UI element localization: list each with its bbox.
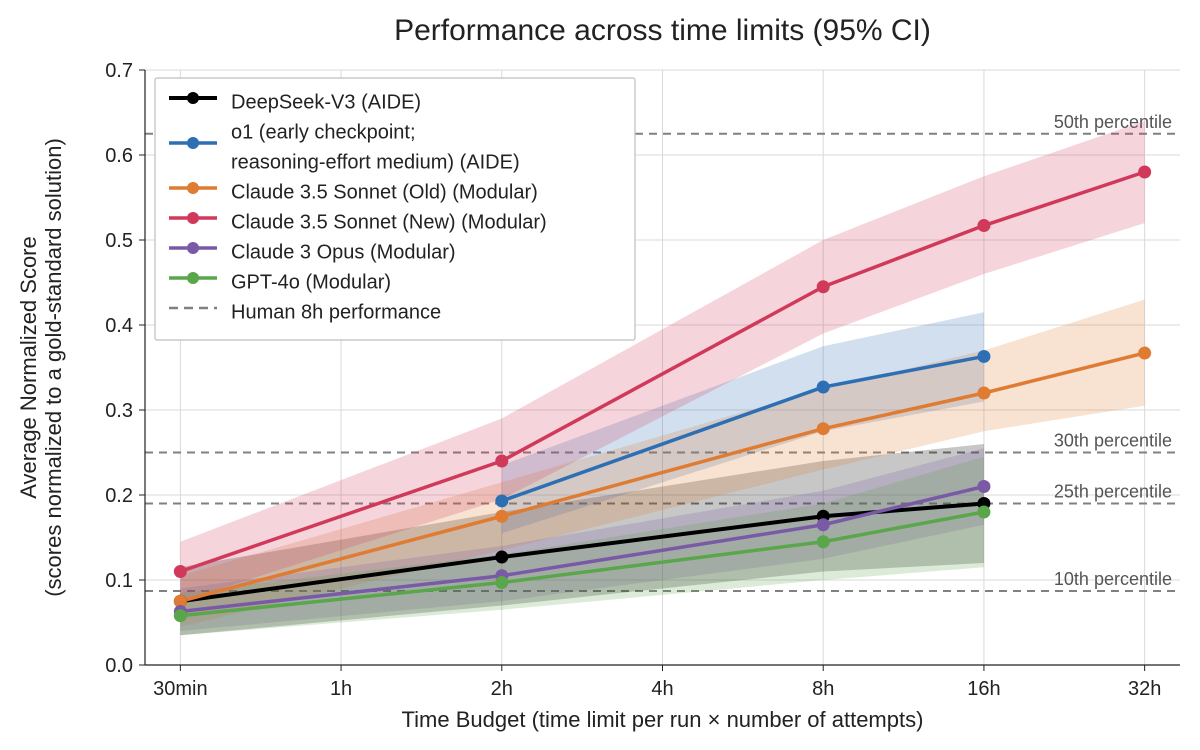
reference-label: 10th percentile <box>1054 569 1172 589</box>
series-marker <box>495 551 508 564</box>
series-marker <box>495 494 508 507</box>
y-tick-label: 0.5 <box>105 230 133 252</box>
series-marker <box>817 280 830 293</box>
x-axis-title: Time Budget (time limit per run × number… <box>402 707 924 732</box>
series-marker <box>174 609 187 622</box>
legend: DeepSeek-V3 (AIDE) o1 (early checkpoint; r… <box>155 78 635 340</box>
y-tick-label: 0.3 <box>105 400 133 422</box>
series-marker <box>977 387 990 400</box>
series-marker <box>977 350 990 363</box>
x-tick-label: 8h <box>812 678 834 700</box>
y-tick-label: 0.1 <box>105 570 133 592</box>
series-marker <box>1138 166 1151 179</box>
y-axis-title: Average Normalized Score(scores normaliz… <box>16 138 66 597</box>
series-marker <box>977 506 990 519</box>
series-marker <box>817 535 830 548</box>
legend-label: o1 (early checkpoint; <box>231 122 416 144</box>
series-marker <box>495 576 508 589</box>
y-tick-label: 0.7 <box>105 60 133 82</box>
reference-label: 50th percentile <box>1054 112 1172 132</box>
legend-label: Claude 3.5 Sonnet (Old) (Modular) <box>231 182 538 204</box>
x-tick-label: 2h <box>491 678 513 700</box>
x-tick-label: 1h <box>330 678 352 700</box>
series-marker <box>1138 347 1151 360</box>
y-tick-label: 0.2 <box>105 485 133 507</box>
y-tick-label: 0.4 <box>105 315 133 337</box>
reference-label: 25th percentile <box>1054 482 1172 502</box>
series-marker <box>977 480 990 493</box>
series-marker <box>495 510 508 523</box>
series-marker <box>977 219 990 232</box>
legend-label: DeepSeek-V3 (AIDE) <box>231 92 421 114</box>
series-marker <box>817 381 830 394</box>
x-tick-label: 4h <box>651 678 673 700</box>
reference-label: 30th percentile <box>1054 431 1172 451</box>
x-tick-label: 16h <box>967 678 1000 700</box>
x-tick-label: 30min <box>153 678 207 700</box>
y-tick-label: 0.6 <box>105 145 133 167</box>
chart-container: Performance across time limits (95% CI) 5… <box>0 0 1200 750</box>
series-marker <box>495 455 508 468</box>
x-tick-label: 32h <box>1128 678 1161 700</box>
series-marker <box>174 565 187 578</box>
chart-title: Performance across time limits (95% CI) <box>394 14 931 47</box>
y-tick-label: 0.0 <box>105 655 133 677</box>
legend-label: Human 8h performance <box>231 302 441 324</box>
chart-svg: Performance across time limits (95% CI) 5… <box>0 0 1200 750</box>
legend-label: Claude 3 Opus (Modular) <box>231 242 456 264</box>
legend-label: Claude 3.5 Sonnet (New) (Modular) <box>231 212 547 234</box>
series-marker <box>817 422 830 435</box>
series-marker <box>817 518 830 531</box>
legend-label: GPT-4o (Modular) <box>231 272 391 294</box>
legend-label: reasoning-effort medium) (AIDE) <box>231 152 520 174</box>
